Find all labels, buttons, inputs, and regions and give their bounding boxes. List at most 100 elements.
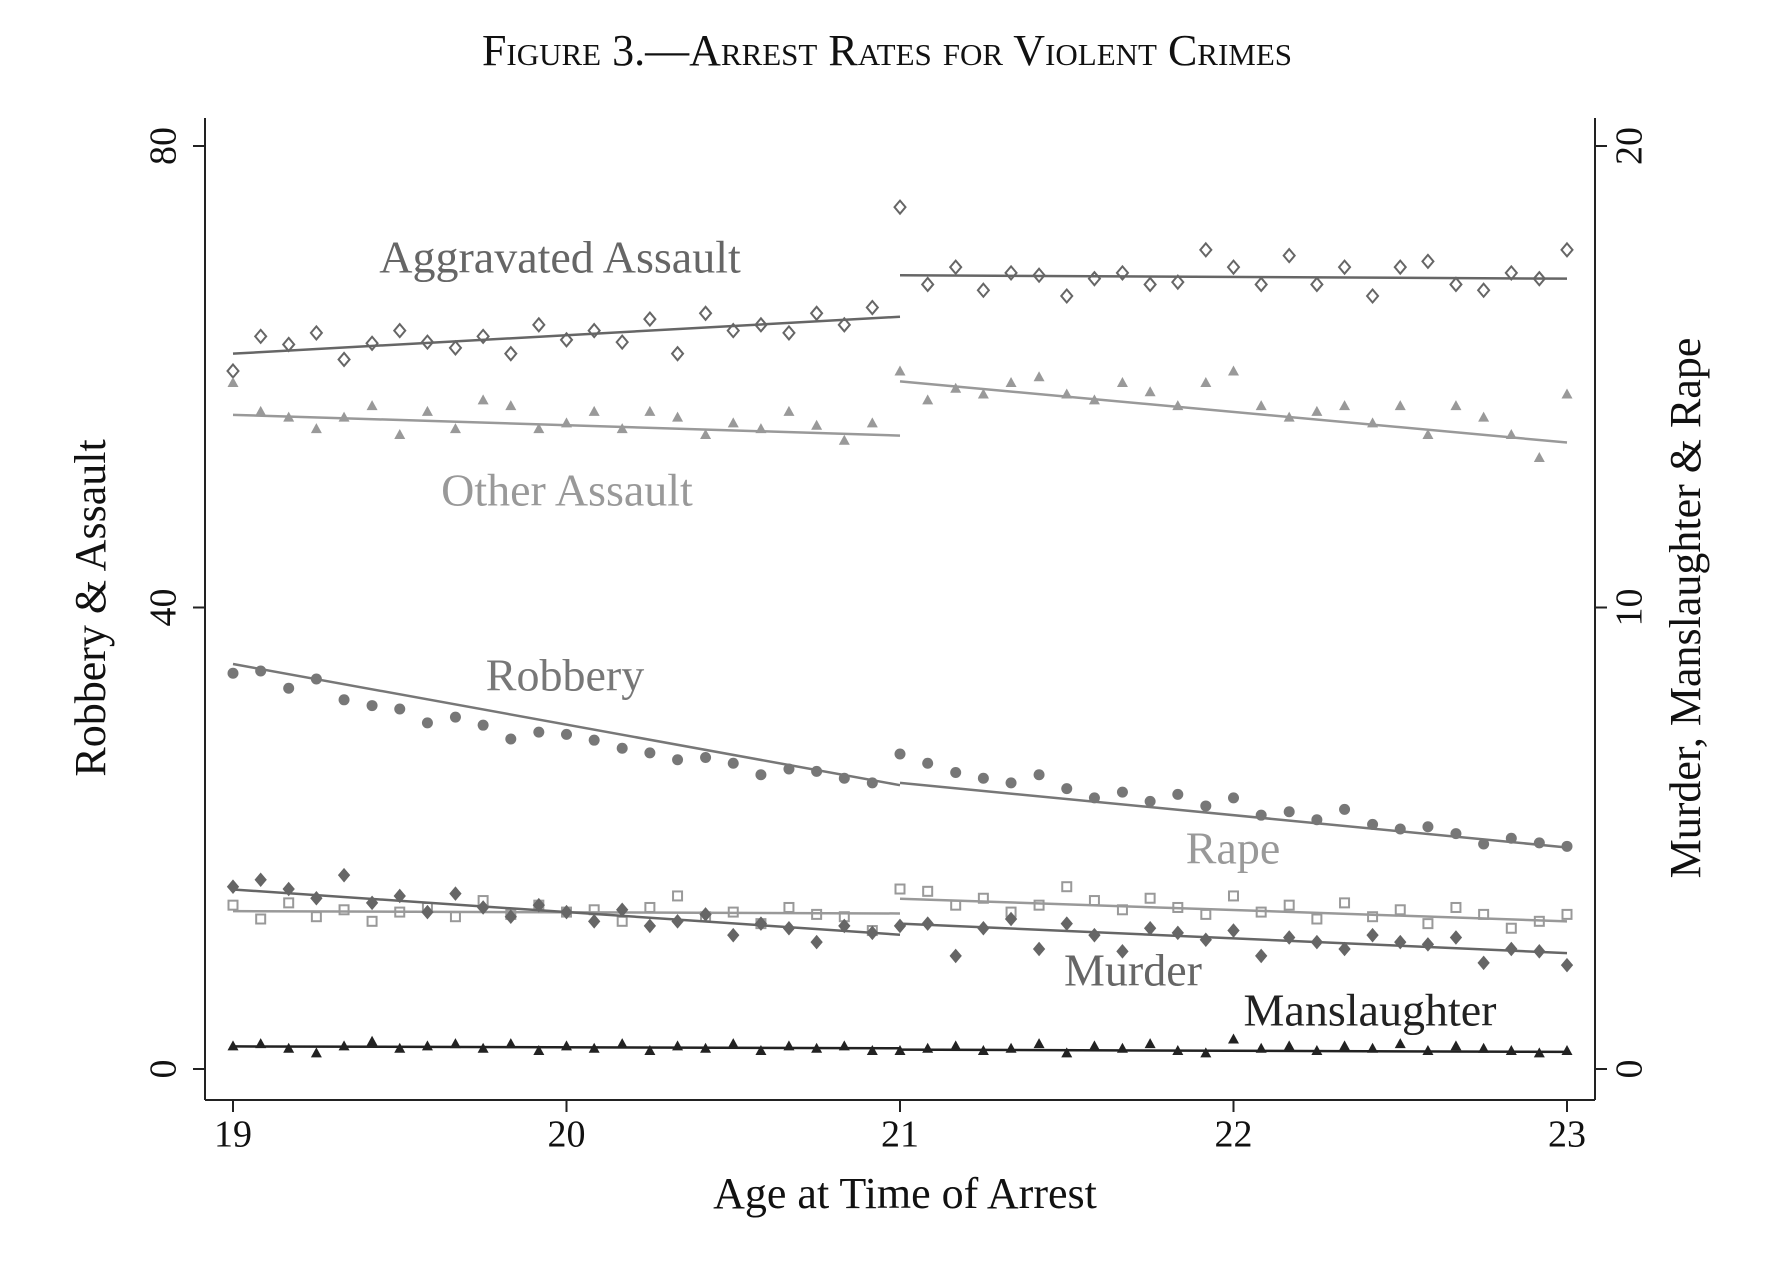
fit-line [899, 1048, 1568, 1054]
point [727, 1038, 739, 1049]
point [1087, 270, 1102, 287]
point [1144, 386, 1156, 397]
point [838, 1040, 850, 1051]
point [1200, 377, 1212, 388]
point [644, 1045, 656, 1056]
point [1478, 411, 1490, 422]
point [310, 911, 322, 923]
point [977, 920, 990, 936]
point [672, 754, 684, 766]
point [449, 423, 461, 434]
point [283, 897, 295, 909]
point [615, 334, 630, 351]
point [1061, 881, 1073, 893]
point [1172, 901, 1184, 913]
point [1310, 934, 1324, 950]
series-label: Murder [1064, 945, 1202, 996]
point [394, 906, 406, 918]
point [310, 423, 322, 434]
point [1421, 937, 1435, 952]
point [283, 411, 295, 422]
point [1478, 908, 1490, 920]
point [337, 867, 351, 883]
point [921, 916, 934, 931]
x-tick-label: 21 [881, 1114, 919, 1156]
point [227, 899, 239, 911]
point [421, 405, 433, 416]
point [1365, 287, 1380, 305]
point [1561, 840, 1573, 852]
point [1255, 400, 1267, 411]
y-tick-label: 40 [143, 589, 185, 627]
y-axis-label: Robbery & Assault [66, 439, 115, 776]
point [1505, 941, 1518, 957]
point [700, 1042, 712, 1053]
point [837, 316, 852, 333]
point [643, 918, 657, 934]
point [1172, 1045, 1184, 1056]
point [254, 872, 267, 888]
point [698, 305, 713, 322]
point [449, 911, 461, 923]
point [893, 918, 907, 934]
point [421, 717, 433, 729]
point [394, 703, 406, 715]
point [1088, 1040, 1100, 1051]
point [726, 322, 741, 339]
point [1199, 241, 1213, 258]
point [1532, 270, 1547, 287]
x-tick-label: 22 [1215, 1114, 1253, 1156]
point [1367, 911, 1379, 923]
point [560, 904, 573, 920]
point [754, 916, 768, 931]
point [337, 351, 351, 368]
point [476, 900, 490, 915]
point [1394, 400, 1406, 411]
point [754, 316, 768, 333]
point [338, 694, 350, 706]
point [1476, 282, 1491, 299]
fit-line [899, 897, 1568, 923]
point [1450, 1040, 1462, 1051]
point [893, 199, 907, 216]
point [922, 1042, 934, 1053]
point [1143, 276, 1157, 293]
point [783, 1040, 795, 1051]
y2-tick-label: 0 [1609, 1060, 1651, 1079]
point [699, 907, 712, 922]
point [227, 667, 239, 679]
point [505, 733, 517, 745]
point [1449, 930, 1463, 945]
point [727, 757, 739, 769]
point [533, 726, 545, 738]
point [1115, 264, 1130, 281]
point [1033, 371, 1045, 382]
point [1478, 838, 1490, 850]
point [950, 382, 962, 393]
point [1339, 400, 1351, 411]
point [976, 282, 991, 299]
point [1533, 944, 1546, 959]
point [394, 1042, 406, 1053]
point [866, 777, 878, 789]
fit-line [899, 273, 1568, 280]
point [255, 665, 267, 677]
point [1366, 927, 1379, 943]
x-tick-label: 23 [1548, 1114, 1586, 1156]
point [922, 394, 934, 405]
point [1199, 932, 1212, 948]
point [1477, 955, 1490, 971]
point [366, 915, 378, 927]
point [838, 772, 850, 784]
point [948, 259, 963, 276]
point [949, 948, 962, 964]
point [1339, 1040, 1351, 1051]
fit-line [232, 315, 901, 355]
point [1032, 267, 1046, 284]
point [226, 879, 240, 894]
point [1393, 259, 1408, 276]
point [894, 365, 906, 376]
point [1172, 400, 1184, 411]
point [1032, 941, 1046, 957]
x-tick-label: 19 [214, 1114, 252, 1156]
